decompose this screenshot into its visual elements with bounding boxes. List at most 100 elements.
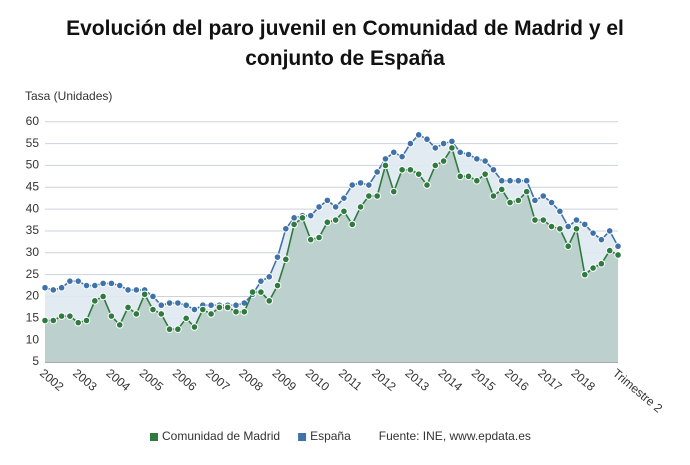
series-line <box>45 146 619 331</box>
point <box>182 314 190 323</box>
point <box>157 310 166 318</box>
point <box>149 292 157 301</box>
point <box>497 185 506 194</box>
point <box>547 198 556 207</box>
point <box>174 299 182 307</box>
point <box>406 139 415 148</box>
point <box>115 321 124 329</box>
point <box>91 297 99 305</box>
legend-label: España <box>310 429 351 443</box>
point <box>531 216 539 224</box>
point <box>580 220 589 229</box>
point <box>456 172 465 181</box>
point <box>315 203 323 211</box>
point <box>298 214 307 222</box>
y-tick-label: 50 <box>26 158 40 172</box>
x-tick-label: 2002 <box>37 366 67 394</box>
legend-swatch <box>298 433 307 441</box>
point <box>57 312 66 320</box>
point <box>556 207 564 216</box>
point <box>539 216 548 224</box>
point <box>564 242 572 251</box>
point <box>265 273 274 281</box>
point <box>49 286 58 294</box>
point <box>605 227 614 235</box>
point <box>82 316 91 325</box>
point <box>257 288 265 296</box>
point <box>107 279 116 288</box>
point <box>41 316 49 325</box>
x-tick-label: 2012 <box>369 366 399 394</box>
point <box>572 224 581 233</box>
x-tick-label: 2014 <box>436 366 466 394</box>
point <box>423 181 431 189</box>
series-line <box>44 133 619 311</box>
point <box>190 323 199 331</box>
point <box>531 196 539 205</box>
y-tick-label: 5 <box>32 354 39 368</box>
point <box>481 157 489 165</box>
x-tick-label: 2003 <box>70 366 100 394</box>
point <box>614 251 622 259</box>
y-tick-label: 35 <box>26 223 40 237</box>
point <box>414 170 423 178</box>
point <box>82 281 91 290</box>
point <box>257 277 265 285</box>
point <box>74 277 83 285</box>
point <box>414 131 423 139</box>
point <box>381 155 390 163</box>
point <box>323 196 332 205</box>
point <box>597 235 606 244</box>
point <box>306 211 315 220</box>
point <box>66 277 74 285</box>
point <box>389 187 398 196</box>
x-tick-label: 2015 <box>469 366 499 394</box>
point <box>99 292 107 301</box>
point <box>57 283 66 292</box>
point <box>597 259 606 268</box>
point <box>564 222 572 231</box>
point <box>473 176 481 185</box>
point <box>539 192 548 200</box>
point <box>348 181 357 189</box>
point <box>556 224 564 233</box>
point <box>190 305 199 314</box>
legend-swatch <box>150 433 158 441</box>
point <box>423 135 431 144</box>
point <box>473 155 481 163</box>
point <box>389 148 398 157</box>
y-tick-label: 10 <box>26 332 40 346</box>
point <box>232 307 240 316</box>
point <box>182 301 190 310</box>
point <box>547 222 556 231</box>
point <box>282 224 290 233</box>
point <box>589 229 597 237</box>
point <box>107 312 116 320</box>
x-tick-label: 2004 <box>103 366 133 394</box>
point <box>580 270 589 279</box>
point <box>340 207 348 216</box>
point <box>398 165 406 174</box>
x-tick-label: 2013 <box>402 366 432 394</box>
point <box>149 305 157 314</box>
point <box>489 165 498 174</box>
y-tick-label: 55 <box>26 136 40 150</box>
point <box>232 301 240 310</box>
point <box>398 152 406 161</box>
point <box>348 220 357 229</box>
x-tick-label: 2018 <box>569 366 599 394</box>
x-tick-label: 2016 <box>502 366 532 394</box>
point <box>431 161 440 170</box>
y-tick-label: 45 <box>26 179 40 193</box>
point <box>165 325 174 334</box>
point <box>132 286 141 294</box>
point <box>365 181 373 189</box>
y-tick-label: 40 <box>26 201 40 215</box>
y-tick-label: 25 <box>26 267 40 281</box>
point <box>49 316 58 325</box>
point <box>290 220 298 229</box>
point <box>514 196 523 205</box>
point <box>248 288 257 296</box>
x-tick-label: 2011 <box>336 366 365 394</box>
